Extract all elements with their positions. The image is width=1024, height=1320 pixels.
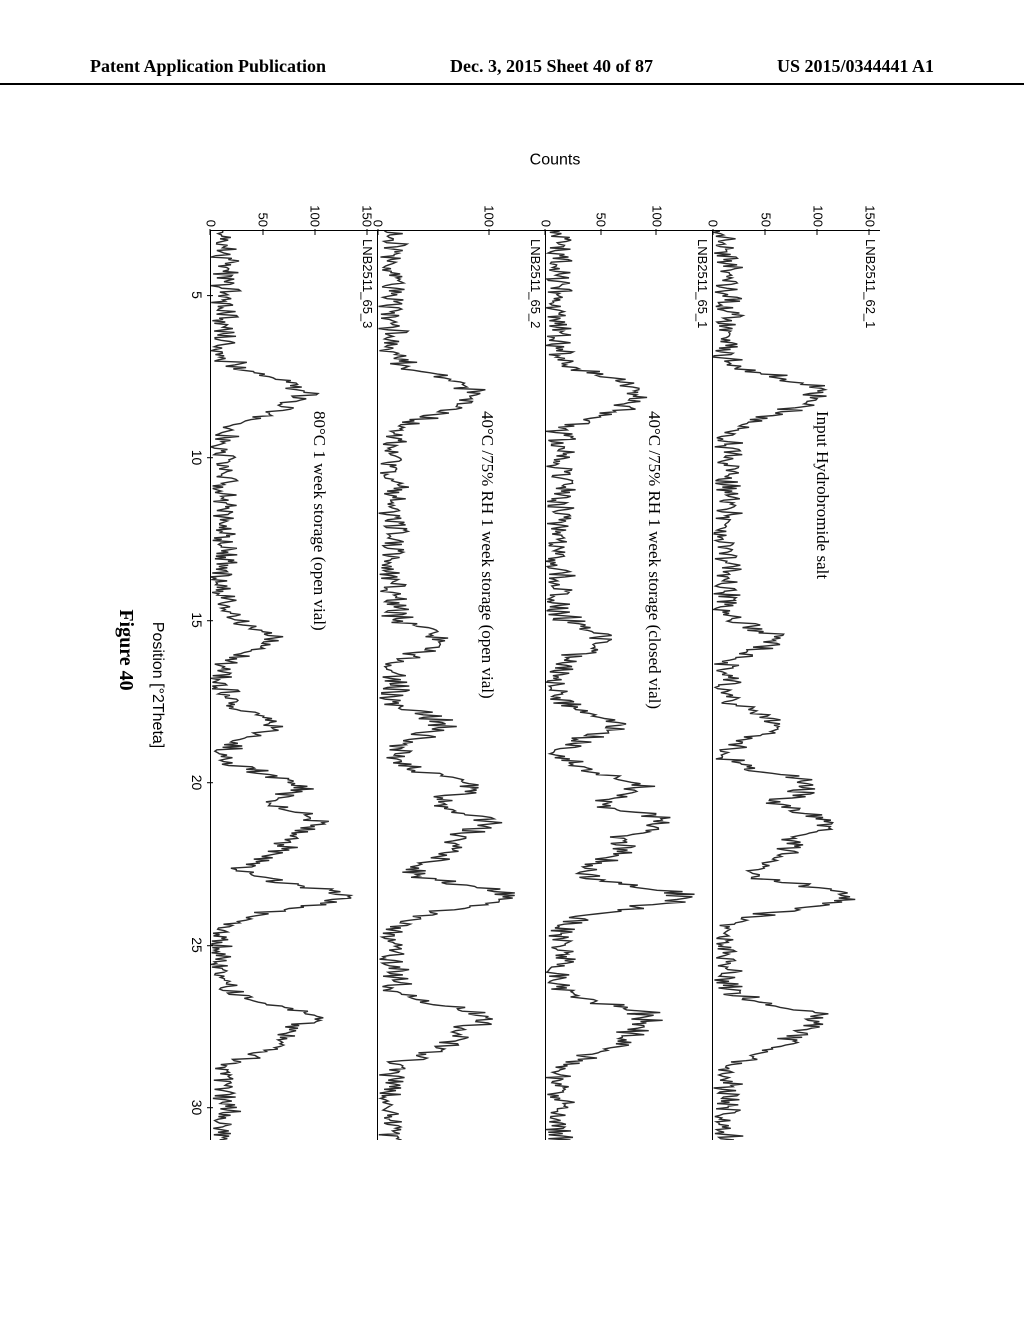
- condition-label: 80°C 1 week storage (open vial): [310, 411, 330, 631]
- xrpd-panel: 050100150LNB2511_62_1Input Hydrobromide …: [713, 230, 881, 1140]
- sample-id: LNB2511_65_2: [528, 237, 543, 330]
- condition-label: Input Hydrobromide salt: [812, 411, 832, 579]
- x-tick: 30: [189, 1100, 205, 1116]
- x-axis: 5 10 15 20 25 30: [175, 230, 205, 1140]
- y-ticks: 050100: [546, 181, 713, 227]
- xrpd-trace: [714, 231, 881, 1140]
- y-tick: 100: [810, 181, 825, 227]
- y-tick: 50: [594, 181, 609, 227]
- sample-id: LNB2511_65_3: [361, 237, 376, 330]
- sample-id: LNB2511_65_1: [696, 237, 711, 330]
- header-center: Dec. 3, 2015 Sheet 40 of 87: [450, 56, 653, 77]
- xrpd-panel: 0100LNB2511_65_240°C /75% RH 1 week stor…: [378, 230, 546, 1140]
- y-ticks: 050100150: [211, 181, 378, 227]
- figure-container: Counts 050100150LNB2511_62_1Input Hydrob…: [120, 140, 900, 1160]
- y-axis-label-wrap: Counts: [210, 148, 900, 172]
- y-ticks: 0100: [379, 181, 546, 227]
- x-tick: 5: [189, 291, 205, 299]
- y-tick: 50: [256, 181, 271, 227]
- x-axis-label: Position [°2Theta]: [148, 230, 166, 1140]
- x-tick: 15: [189, 612, 205, 628]
- y-tick: 100: [308, 181, 323, 227]
- figure-rotated: Counts 050100150LNB2511_62_1Input Hydrob…: [120, 140, 900, 1160]
- condition-label: 40°C /75% RH 1 week storage (closed vial…: [645, 411, 665, 709]
- xrpd-panels: 050100150LNB2511_62_1Input Hydrobromide …: [210, 230, 880, 1140]
- x-tick: 25: [189, 937, 205, 953]
- header-right: US 2015/0344441 A1: [777, 56, 934, 77]
- header-left: Patent Application Publication: [90, 56, 326, 77]
- xrpd-panel: 050100150LNB2511_65_380°C 1 week storage…: [210, 230, 378, 1140]
- y-ticks: 050100150: [714, 181, 881, 227]
- y-tick: 100: [482, 181, 497, 227]
- x-tick: 10: [189, 450, 205, 466]
- xrpd-trace: [379, 231, 546, 1140]
- xrpd-panel: 050100LNB2511_65_140°C /75% RH 1 week st…: [545, 230, 713, 1140]
- y-tick: 0: [204, 181, 219, 227]
- xrpd-trace: [211, 231, 378, 1140]
- xrpd-trace: [546, 231, 713, 1140]
- condition-label: 40°C /75% RH 1 week storage (open vial): [477, 411, 497, 699]
- y-tick: 150: [862, 181, 877, 227]
- page-header: Patent Application Publication Dec. 3, 2…: [0, 56, 1024, 85]
- figure-caption: Figure 40: [114, 140, 137, 1160]
- sample-id: LNB2511_62_1: [863, 237, 878, 330]
- y-tick: 50: [758, 181, 773, 227]
- y-axis-label: Counts: [530, 151, 581, 169]
- x-tick: 20: [189, 775, 205, 791]
- y-tick: 150: [360, 181, 375, 227]
- y-tick: 100: [650, 181, 665, 227]
